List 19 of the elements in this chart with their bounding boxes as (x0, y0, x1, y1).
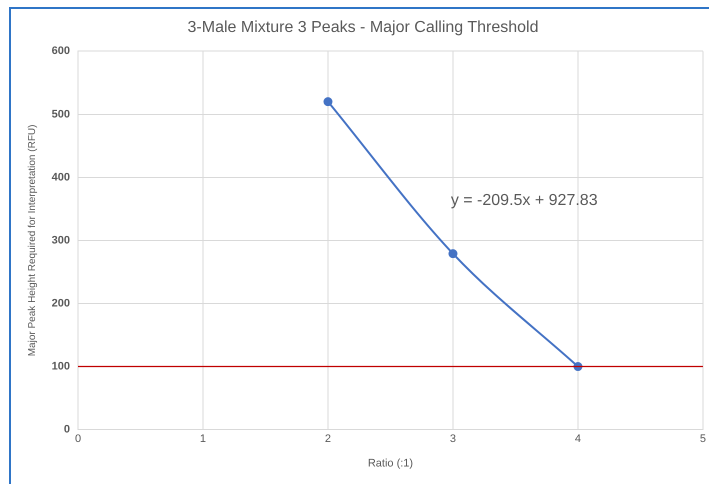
annotation: y = -209.5x + 927.83 (450, 192, 598, 210)
y-tick-label: 200 (52, 298, 70, 310)
x-tick-label: 4 (574, 433, 582, 446)
x-tick-label: 5 (700, 433, 706, 446)
y-tick-label: 500 (52, 108, 70, 120)
x-axis-title: Ratio (:1) (368, 457, 414, 470)
y-tick-label: 300 (52, 234, 70, 246)
x-tick-label: 1 (200, 433, 206, 446)
point (323, 97, 332, 106)
y-tick-label: 0 (64, 424, 70, 436)
point (448, 249, 458, 258)
y-tick-label: 600 (52, 45, 70, 58)
y-axis-title: Major Peak Height Required for Interpretation (RFU) (26, 124, 38, 356)
x-tick-label: 0 (74, 433, 82, 446)
y-tick-label: 400 (52, 171, 70, 184)
chart-title: 3-Male Mixture 3 Peaks - Major Calling Threshold (188, 19, 538, 36)
x-tick-label: 2 (324, 433, 332, 446)
y-tick-label: 100 (52, 360, 70, 373)
x-tick-label: 3 (450, 433, 456, 446)
